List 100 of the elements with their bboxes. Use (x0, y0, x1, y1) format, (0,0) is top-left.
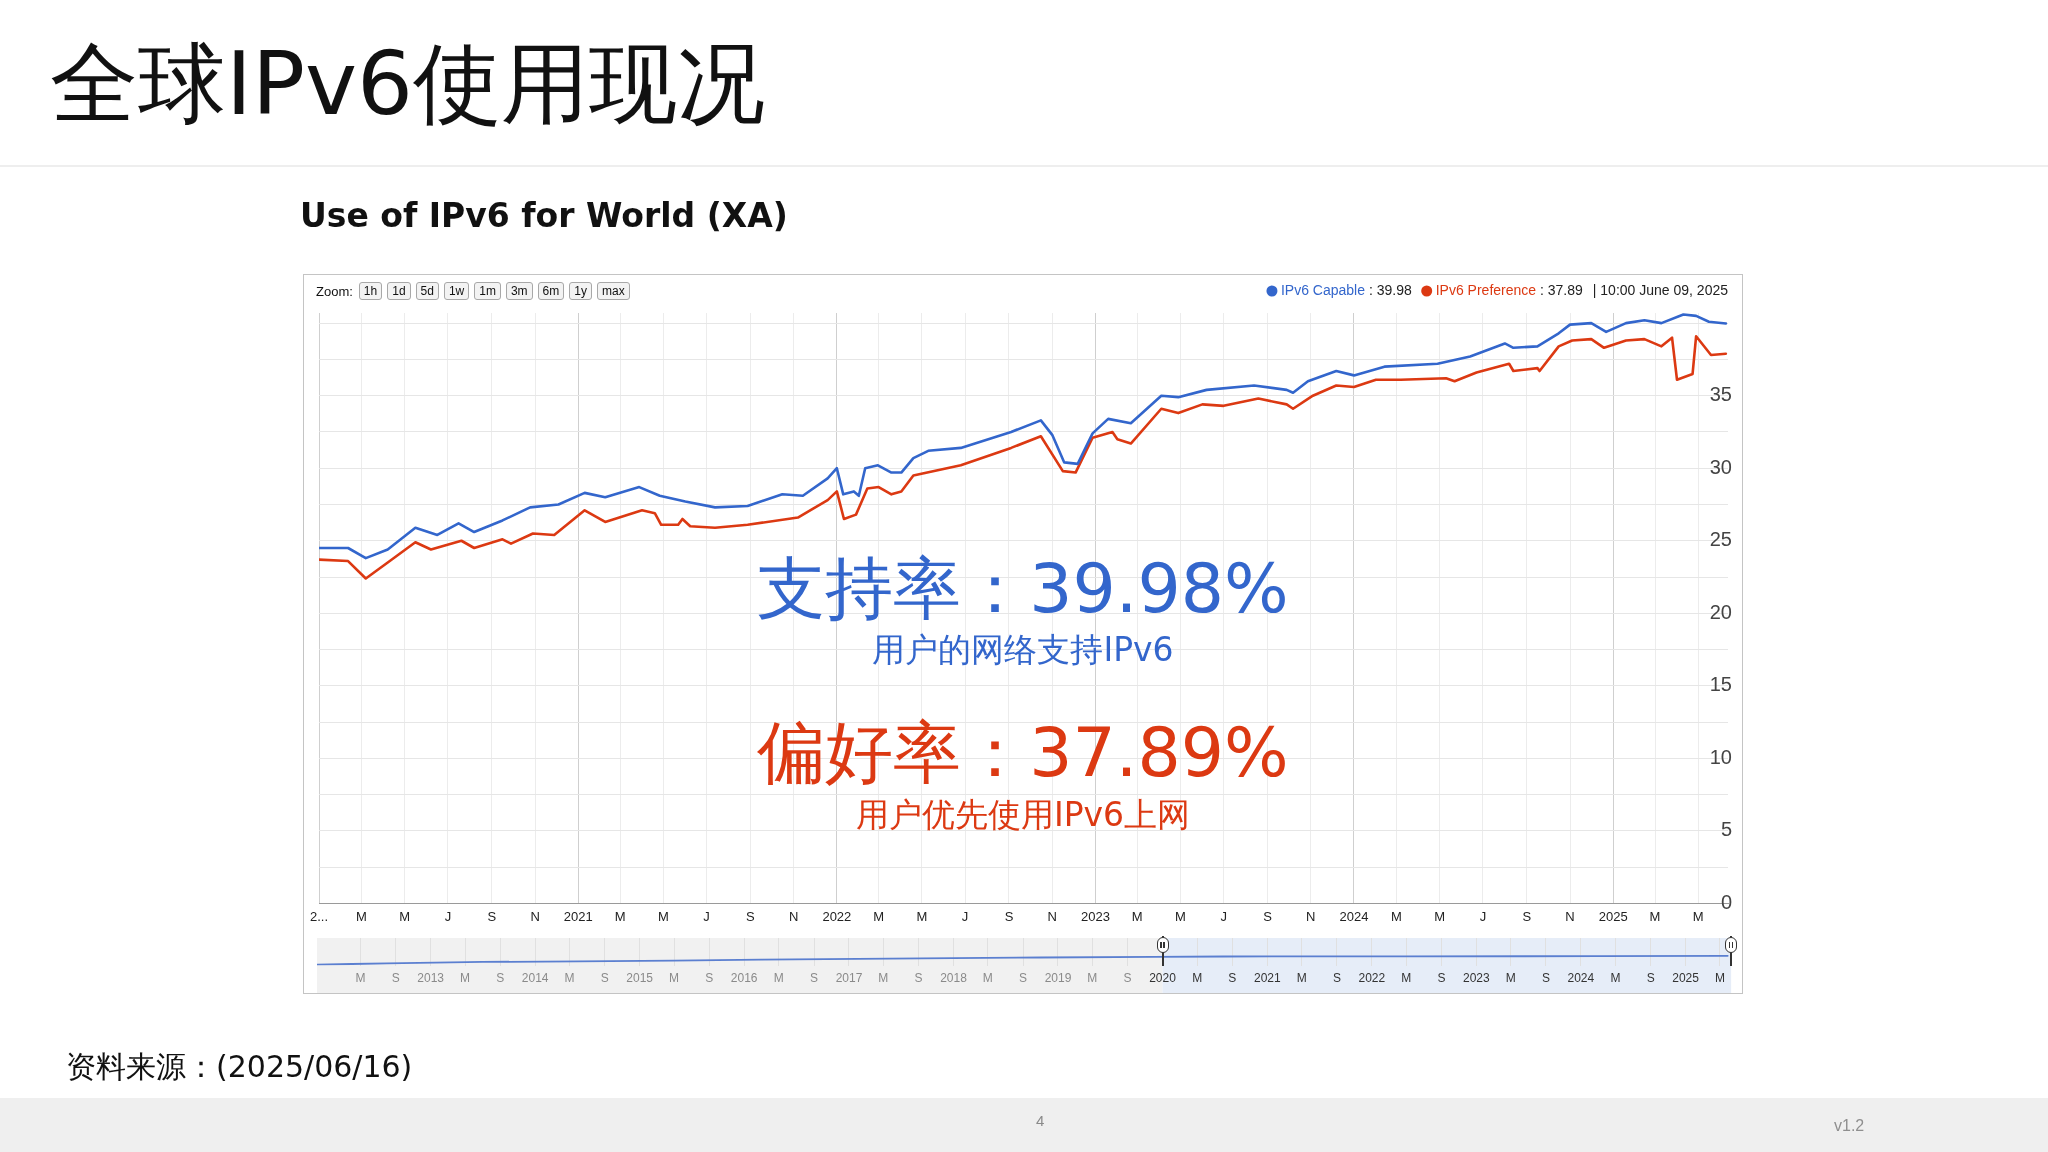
y-tick-label: 0 (1720, 890, 1732, 913)
x-tick-label: S (705, 971, 714, 986)
x-tick-label: M (982, 971, 993, 986)
x-tick-label: S (1004, 908, 1014, 924)
x-tick-label: S (487, 908, 497, 924)
x-tick-label: J (444, 908, 452, 924)
zoom-button: 1w (443, 282, 470, 300)
x-tick-label: 2018 (940, 971, 968, 986)
x-tick-label: M (1296, 971, 1307, 986)
x-tick-label: S (600, 971, 609, 986)
x-tick-label: M (1714, 971, 1725, 986)
x-tick-label: M (399, 908, 411, 924)
x-tick-label: 2... (309, 908, 329, 924)
text: | 10:00 June 09, 2025 (1592, 281, 1729, 298)
x-tick-label: S (746, 908, 756, 924)
annotation: 偏好率：37.89% (756, 712, 1290, 794)
x-tick-label: M (657, 908, 669, 924)
x-tick-label: J (1220, 908, 1227, 924)
y-tick-label: 20 (1709, 600, 1732, 623)
x-tick-label: 2020 (1149, 971, 1177, 986)
legend-label: IPv6 Preference (1435, 281, 1537, 298)
text: Zoom: (316, 283, 353, 299)
zoom-button: 1y (569, 282, 592, 300)
x-tick-label: M (1692, 908, 1704, 924)
x-tick-label: M (1610, 971, 1621, 986)
x-tick-label: 2014 (521, 971, 549, 986)
x-tick-label: M (873, 908, 885, 924)
x-tick-label: 2022 (1358, 971, 1386, 986)
x-tick-label: 2023 (1080, 908, 1110, 924)
annotation: 用户优先使用IPv6上网 (854, 795, 1192, 835)
x-tick-label: S (914, 971, 923, 986)
text: v1.2 (1834, 1116, 1865, 1136)
chart-subtitle: Use of IPv6 for World (XA) (300, 195, 788, 237)
x-tick-label: 2025 (1672, 971, 1700, 986)
x-tick-label: M (1434, 908, 1446, 924)
x-tick-label: M (1192, 971, 1203, 986)
text: : 39.98 (1365, 281, 1412, 298)
x-tick-label: J (1479, 908, 1487, 924)
x-tick-label: M (1131, 908, 1143, 924)
legend-label: IPv6 Capable (1280, 281, 1366, 298)
x-tick-label: M (614, 908, 626, 924)
text: : 37.89 (1536, 281, 1584, 298)
y-tick-label: 25 (1709, 528, 1732, 551)
x-tick-label: S (810, 971, 819, 986)
x-tick-label: 2025 (1598, 908, 1628, 924)
x-tick-label: M (564, 971, 575, 986)
zoom-button: 1h (358, 282, 383, 300)
x-tick-label: S (496, 971, 505, 986)
x-tick-label: N (530, 908, 540, 924)
x-tick-label: M (916, 908, 928, 924)
zoom-button: 1m (474, 282, 501, 300)
x-tick-label: 2013 (417, 971, 445, 986)
x-tick-label: 2015 (626, 971, 654, 986)
text: 4 (1036, 1112, 1045, 1130)
y-tick-label: 5 (1720, 818, 1732, 841)
x-tick-label: M (460, 971, 471, 986)
y-tick-label: 15 (1709, 673, 1732, 696)
x-tick-label: 2016 (730, 971, 758, 986)
x-tick-label: M (1649, 908, 1661, 924)
annotation: 支持率：39.98% (756, 548, 1290, 630)
zoom-button: 3m (505, 282, 533, 300)
zoom-button: 1d (387, 282, 411, 300)
annotation: 用户的网络支持IPv6 (871, 630, 1175, 670)
zoom-button: 5d (415, 282, 439, 300)
x-tick-label: S (1228, 971, 1237, 986)
x-tick-label: S (1332, 971, 1341, 986)
x-tick-label: J (703, 908, 710, 924)
x-tick-label: 2017 (835, 971, 863, 986)
x-tick-label: S (1123, 971, 1132, 986)
x-tick-label: 2024 (1567, 971, 1595, 986)
x-tick-label: N (1306, 908, 1316, 924)
x-tick-label: S (1019, 971, 1028, 986)
text: 资料来源：(2025/06/16) (66, 1048, 413, 1086)
y-tick-label: 35 (1709, 383, 1732, 406)
x-tick-label: S (1541, 971, 1550, 986)
x-tick-label: N (1047, 908, 1057, 924)
x-tick-label: 2023 (1462, 971, 1490, 986)
x-tick-label: J (961, 908, 969, 924)
x-tick-label: M (355, 971, 366, 986)
x-tick-label: M (1391, 908, 1402, 924)
x-tick-label: S (1263, 908, 1273, 924)
x-tick-label: 2022 (822, 908, 852, 924)
x-tick-label: S (391, 971, 400, 986)
x-tick-label: 2019 (1044, 971, 1072, 986)
x-tick-label: S (1437, 971, 1446, 986)
x-tick-label: N (1565, 908, 1575, 924)
x-tick-label: M (1087, 971, 1098, 986)
x-tick-label: 2021 (563, 908, 593, 924)
zoom-button: max (596, 282, 630, 300)
chart-title: 全球IPv6使用现况 (50, 32, 766, 136)
zoom-button: 6m (537, 282, 565, 300)
x-tick-label: N (788, 908, 799, 924)
x-tick-label: M (1505, 971, 1516, 986)
x-tick-label: M (669, 971, 680, 986)
x-tick-label: 2024 (1339, 908, 1369, 924)
x-tick-label: M (1401, 971, 1412, 986)
x-tick-label: M (773, 971, 784, 986)
x-tick-label: 2021 (1253, 971, 1281, 986)
x-tick-label: S (1522, 908, 1532, 924)
x-tick-label: M (1175, 908, 1186, 924)
